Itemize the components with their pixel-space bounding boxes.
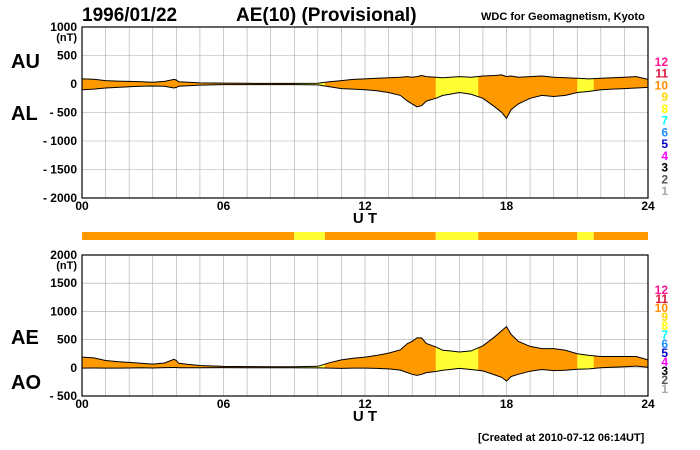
upper-legend-level: 2 (661, 172, 668, 186)
upper-legend-level: 9 (661, 90, 668, 104)
activity-bar-segment (294, 232, 325, 240)
upper-y-tick-label: - 1000 (43, 134, 77, 148)
lower-legend-level: 5 (661, 346, 668, 360)
series-line-ae (82, 325, 648, 368)
activity-bar-segment (324, 232, 436, 240)
series-line-au (82, 74, 648, 84)
chart-title: AE(10) (Provisional) (236, 5, 417, 26)
upper-legend-level: 5 (661, 137, 668, 151)
upper-legend-level: 6 (661, 125, 668, 139)
upper-legend-level: 7 (661, 114, 668, 128)
upper-legend-level: 10 (655, 78, 669, 92)
lower-y-tick-label: 2000 (50, 248, 77, 262)
upper-legend-level: 12 (655, 55, 669, 69)
lower-panel (81, 254, 649, 397)
lower-y-tick-label: 500 (57, 333, 77, 347)
lower-legend-level: 9 (661, 310, 668, 324)
lower-x-tick-label: 06 (217, 397, 231, 411)
lower-x-tick-label: 24 (641, 397, 655, 411)
organization-label: WDC for Geomagnetism, Kyoto (481, 11, 645, 23)
activity-bar-segment (82, 232, 295, 240)
lower-frame (81, 254, 649, 397)
ae-label: AE (11, 327, 39, 349)
al-label: AL (11, 103, 38, 125)
upper-y-unit-label: (nT) (56, 32, 77, 44)
upper-area-fill (82, 74, 648, 119)
au-label: AU (11, 51, 40, 73)
lower-legend-level: 6 (661, 337, 668, 351)
upper-frame (81, 26, 649, 199)
upper-y-tick-label: 500 (57, 49, 77, 63)
upper-x-tick-label: 18 (500, 199, 514, 213)
upper-legend-level: 3 (661, 161, 668, 175)
upper-x-tick-label: 00 (75, 199, 89, 213)
lower-highlight-fill (577, 326, 594, 382)
lower-legend-level: 3 (661, 364, 668, 378)
upper-y-tick-label: 1000 (50, 20, 77, 34)
activity-bar-segment (435, 232, 479, 240)
upper-legend-level: 1 (661, 184, 668, 198)
upper-y-tick-label: 0 (70, 77, 77, 91)
series-line-ao (82, 365, 648, 382)
upper-panel (81, 26, 649, 199)
upper-x-axis-title: U T (353, 210, 377, 227)
lower-y-unit-label: (nT) (56, 260, 77, 272)
lower-highlight-fill (435, 326, 479, 382)
lower-legend-level: 2 (661, 373, 668, 387)
lower-legend-level: 10 (655, 301, 669, 315)
lower-legend-level: 8 (661, 319, 668, 333)
upper-legend-level: 8 (661, 102, 668, 116)
lower-legend-level: 11 (655, 292, 668, 306)
lower-x-tick-label: 12 (358, 397, 372, 411)
lower-y-tick-label: 1000 (50, 304, 77, 318)
lower-x-axis-title: U T (353, 408, 377, 425)
lower-legend-level: 12 (655, 283, 669, 297)
upper-y-tick-label: - 2000 (43, 191, 77, 205)
lower-legend-level: 1 (661, 382, 668, 396)
upper-legend-level: 4 (661, 149, 668, 163)
upper-x-tick-label: 12 (358, 199, 372, 213)
lower-y-tick-label: 0 (70, 361, 77, 375)
activity-bar-segment (478, 232, 578, 240)
series-line-al (82, 84, 648, 120)
upper-x-tick-label: 24 (641, 199, 655, 213)
upper-y-tick-label: - 500 (50, 106, 78, 120)
lower-legend-level: 7 (661, 328, 668, 342)
activity-bar-segment (593, 232, 648, 240)
lower-highlight-fill (294, 326, 325, 382)
lower-legend-level: 4 (661, 355, 668, 369)
lower-x-tick-label: 00 (75, 397, 89, 411)
lower-y-tick-label: 1500 (50, 276, 77, 290)
lower-x-tick-label: 18 (500, 397, 514, 411)
upper-x-tick-label: 06 (217, 199, 231, 213)
activity-bar-segment (577, 232, 594, 240)
ao-label: AO (11, 372, 41, 394)
created-timestamp: [Created at 2010-07-12 06:14UT] (478, 432, 645, 444)
chart-date: 1996/01/22 (82, 5, 178, 26)
lower-y-tick-label: - 500 (50, 389, 78, 403)
activity-bar (82, 232, 648, 240)
upper-legend-level: 11 (655, 67, 668, 81)
upper-y-tick-label: - 1500 (43, 163, 77, 177)
